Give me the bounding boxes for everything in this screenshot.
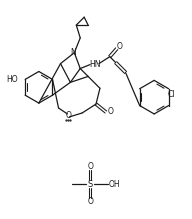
Text: HO: HO <box>7 75 18 84</box>
Text: Cl: Cl <box>168 90 175 99</box>
Text: O: O <box>87 197 93 206</box>
Text: N: N <box>70 48 76 57</box>
Text: S: S <box>88 180 93 189</box>
Text: O: O <box>108 108 114 117</box>
Text: OH: OH <box>109 180 121 189</box>
Text: O: O <box>65 111 71 120</box>
Text: HN: HN <box>89 60 101 69</box>
Text: O: O <box>117 42 122 51</box>
Text: O: O <box>87 162 93 171</box>
